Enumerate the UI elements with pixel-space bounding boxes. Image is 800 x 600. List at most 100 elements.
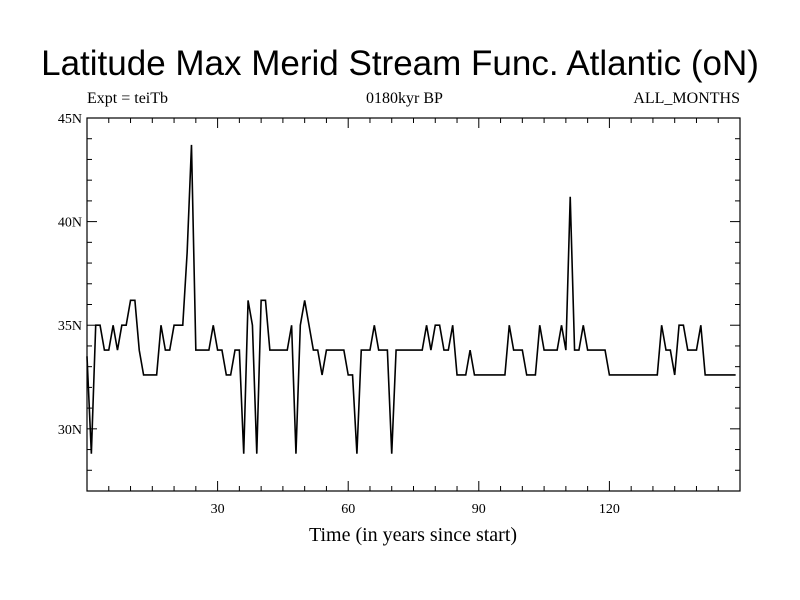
data-point bbox=[487, 374, 489, 376]
data-point bbox=[683, 324, 685, 326]
data-point bbox=[160, 324, 162, 326]
data-point bbox=[421, 349, 423, 351]
data-point bbox=[726, 374, 728, 376]
data-point bbox=[478, 374, 480, 376]
data-point bbox=[204, 349, 206, 351]
data-point bbox=[722, 374, 724, 376]
data-point bbox=[587, 349, 589, 351]
data-point bbox=[282, 349, 284, 351]
data-point bbox=[395, 349, 397, 351]
data-point bbox=[426, 324, 428, 326]
data-point bbox=[709, 374, 711, 376]
data-point bbox=[508, 324, 510, 326]
data-point bbox=[230, 374, 232, 376]
data-point bbox=[696, 349, 698, 351]
data-point bbox=[360, 349, 362, 351]
data-point bbox=[295, 453, 297, 455]
data-point bbox=[513, 349, 515, 351]
data-point bbox=[704, 374, 706, 376]
series-layer bbox=[86, 144, 736, 454]
data-point bbox=[326, 349, 328, 351]
data-point bbox=[674, 374, 676, 376]
data-point bbox=[504, 374, 506, 376]
data-point bbox=[130, 300, 132, 302]
data-point bbox=[539, 324, 541, 326]
y-tick-label: 30N bbox=[58, 423, 82, 438]
data-point bbox=[173, 324, 175, 326]
data-point bbox=[343, 349, 345, 351]
data-point bbox=[434, 324, 436, 326]
data-point bbox=[387, 349, 389, 351]
data-point bbox=[286, 349, 288, 351]
data-point bbox=[569, 196, 571, 198]
data-point bbox=[461, 374, 463, 376]
data-point bbox=[552, 349, 554, 351]
data-point bbox=[469, 349, 471, 351]
data-point bbox=[582, 324, 584, 326]
data-point bbox=[678, 324, 680, 326]
data-point bbox=[239, 349, 241, 351]
y-tick-label: 45N bbox=[58, 112, 82, 127]
data-point bbox=[252, 324, 254, 326]
data-point bbox=[561, 324, 563, 326]
data-point bbox=[374, 324, 376, 326]
data-point bbox=[134, 300, 136, 302]
experiment-label: Expt = teiTb bbox=[87, 90, 169, 107]
data-point bbox=[448, 349, 450, 351]
data-point bbox=[300, 324, 302, 326]
data-point bbox=[591, 349, 593, 351]
data-point bbox=[735, 374, 737, 376]
data-point bbox=[517, 349, 519, 351]
data-point bbox=[530, 374, 532, 376]
data-point bbox=[413, 349, 415, 351]
data-point bbox=[609, 374, 611, 376]
data-point bbox=[125, 324, 127, 326]
data-point bbox=[500, 374, 502, 376]
data-point bbox=[152, 374, 154, 376]
data-point bbox=[391, 453, 393, 455]
data-point bbox=[474, 374, 476, 376]
data-point bbox=[217, 349, 219, 351]
data-point bbox=[95, 324, 97, 326]
data-point bbox=[369, 349, 371, 351]
data-point bbox=[604, 349, 606, 351]
data-point bbox=[578, 349, 580, 351]
data-point bbox=[526, 374, 528, 376]
data-point bbox=[226, 374, 228, 376]
data-point bbox=[439, 324, 441, 326]
data-point bbox=[622, 374, 624, 376]
data-point bbox=[617, 374, 619, 376]
data-point bbox=[443, 349, 445, 351]
data-point bbox=[304, 300, 306, 302]
data-point bbox=[234, 349, 236, 351]
data-point bbox=[221, 349, 223, 351]
data-point bbox=[713, 374, 715, 376]
series-line bbox=[86, 144, 736, 454]
data-point bbox=[408, 349, 410, 351]
data-point bbox=[556, 349, 558, 351]
data-point bbox=[317, 349, 319, 351]
data-point bbox=[522, 349, 524, 351]
x-axis-label: Time (in years since start) bbox=[308, 524, 518, 546]
data-point bbox=[169, 349, 171, 351]
data-point bbox=[717, 374, 719, 376]
data-point bbox=[652, 374, 654, 376]
data-point bbox=[313, 349, 315, 351]
data-point bbox=[382, 349, 384, 351]
data-point bbox=[404, 349, 406, 351]
data-point bbox=[600, 349, 602, 351]
data-point bbox=[212, 324, 214, 326]
data-point bbox=[648, 374, 650, 376]
data-point bbox=[613, 374, 615, 376]
data-point bbox=[182, 324, 184, 326]
data-point bbox=[273, 349, 275, 351]
data-point bbox=[308, 324, 310, 326]
data-point bbox=[630, 374, 632, 376]
x-tick-label: 60 bbox=[341, 502, 355, 517]
data-point bbox=[186, 252, 188, 254]
data-point bbox=[670, 349, 672, 351]
plot-frame bbox=[86, 117, 741, 492]
data-point bbox=[195, 349, 197, 351]
data-point bbox=[117, 349, 119, 351]
